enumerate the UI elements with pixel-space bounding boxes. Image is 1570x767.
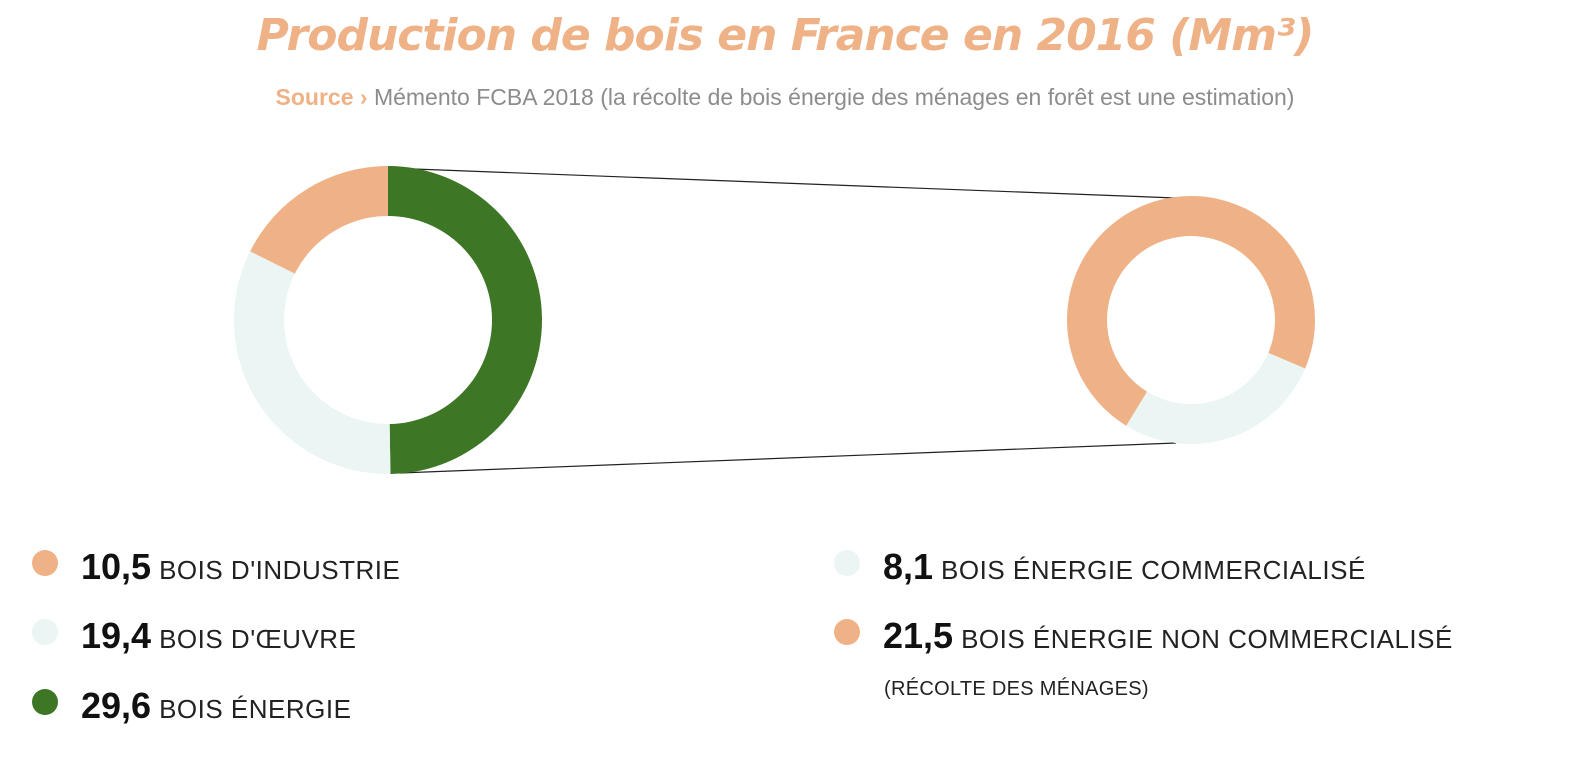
donut-detail-slice-1: [1067, 195, 1315, 426]
source-label: Source ›: [275, 84, 368, 110]
legend-dot-energie: [32, 689, 58, 715]
donut-main-slice-1: [233, 251, 391, 474]
chart-title: Production de bois en France en 2016 (Mm…: [256, 10, 1315, 61]
legend-dot-energie-non-commercialise: [834, 619, 860, 645]
chart-subtitle: Source › Mémento FCBA 2018 (la récolte d…: [0, 84, 1570, 111]
donut-energie-breakdown: [1067, 195, 1315, 444]
legend-value-energie: 29,6: [81, 685, 152, 726]
legend-item-oeuvre: 19,4 BOIS D'ŒUVRE: [32, 615, 356, 657]
legend-dot-industrie: [32, 550, 58, 576]
legend-label-energie: BOIS ÉNERGIE: [159, 694, 352, 724]
legend-dot-oeuvre: [32, 619, 58, 645]
donut-main-slice-0: [250, 166, 388, 274]
legend-item-energie-non-commercialise: 21,5 BOIS ÉNERGIE NON COMMERCIALISÉ: [834, 615, 1453, 657]
legend-value-oeuvre: 19,4: [81, 615, 152, 656]
donut-detail-slice-0: [1126, 352, 1306, 444]
legend-dot-energie-commercialise: [834, 550, 860, 576]
legend-label-energie-commercialise: BOIS ÉNERGIE COMMERCIALISÉ: [941, 555, 1366, 585]
legend-value-energie-commercialise: 8,1: [883, 546, 934, 587]
connector-line-0: [387, 167, 1177, 199]
legend-item-energie-commercialise: 8,1 BOIS ÉNERGIE COMMERCIALISÉ: [834, 546, 1366, 588]
legend-label-oeuvre: BOIS D'ŒUVRE: [159, 624, 357, 654]
legend-value-energie-non-commercialise: 21,5: [883, 615, 954, 656]
donut-main: [233, 166, 543, 474]
legend-label-industrie: BOIS D'INDUSTRIE: [159, 555, 401, 585]
legend-label-energie-non-commercialise: BOIS ÉNERGIE NON COMMERCIALISÉ: [961, 624, 1453, 654]
legend-note: (RÉCOLTE DES MÉNAGES): [884, 678, 1149, 700]
legend-item-energie: 29,6 BOIS ÉNERGIE: [32, 685, 351, 727]
legend-item-industrie: 10,5 BOIS D'INDUSTRIE: [32, 546, 400, 588]
connector-line-1: [399, 442, 1177, 474]
source-text: Mémento FCBA 2018 (la récolte de bois én…: [373, 84, 1295, 110]
connector-lines: [387, 167, 1177, 474]
donut-main-slice-2: [388, 166, 543, 474]
legend-value-industrie: 10,5: [81, 546, 152, 587]
